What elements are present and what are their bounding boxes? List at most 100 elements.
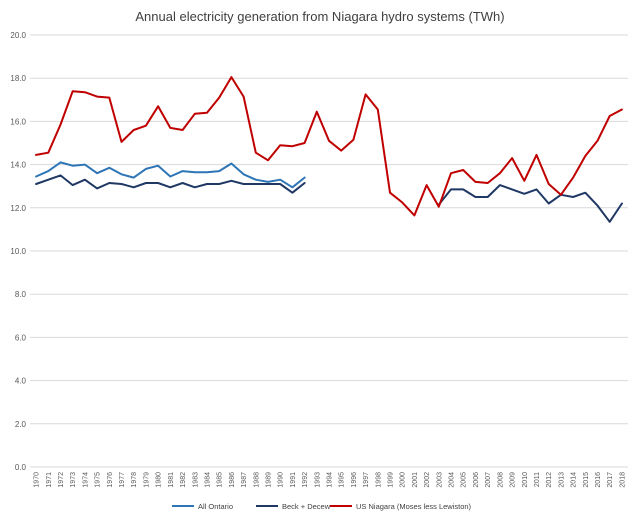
data-point [596, 140, 598, 142]
data-point [35, 154, 37, 156]
data-point [450, 188, 452, 190]
data-point [108, 182, 110, 184]
data-point [72, 184, 74, 186]
legend: All Ontario Beck + Decew US Niagara (Moses… [172, 502, 472, 511]
data-point [157, 165, 159, 167]
x-tick-label: 1974 [82, 472, 89, 488]
x-tick-label: 2008 [497, 472, 504, 488]
data-point [47, 152, 49, 154]
x-tick-label: 1979 [143, 472, 150, 488]
series-0 [35, 161, 306, 189]
data-point [121, 183, 123, 185]
data-point [304, 182, 306, 184]
y-tick-label: 6.0 [15, 333, 27, 342]
data-point [377, 109, 379, 111]
data-point [438, 206, 440, 208]
data-point [535, 188, 537, 190]
legend-item: Beck + Decew [256, 502, 331, 511]
y-tick-label: 14.0 [10, 161, 26, 170]
data-point [523, 193, 525, 195]
data-point [169, 127, 171, 129]
x-tick-label: 2016 [595, 472, 602, 488]
chart-title: Annual electricity generation from Niaga… [135, 9, 504, 24]
y-tick-label: 8.0 [15, 290, 27, 299]
data-point [121, 173, 123, 175]
data-point [279, 179, 281, 181]
x-tick-label: 1996 [351, 472, 358, 488]
x-tick-label: 2001 [412, 472, 419, 488]
data-point [157, 105, 159, 107]
data-point [194, 186, 196, 188]
x-tick-label: 1981 [168, 472, 175, 488]
x-tick-label: 2012 [546, 472, 553, 488]
data-point [145, 125, 147, 127]
data-point [572, 196, 574, 198]
data-point [96, 187, 98, 189]
data-point [60, 124, 62, 126]
x-tick-label: 1995 [339, 472, 346, 488]
legend-item: US Niagara (Moses less Lewiston) [330, 502, 472, 511]
data-point [182, 129, 184, 131]
data-point [499, 172, 501, 174]
data-point [487, 182, 489, 184]
x-tick-label: 2018 [619, 472, 626, 488]
data-point [267, 183, 269, 185]
data-point [352, 139, 354, 141]
data-point [328, 140, 330, 142]
x-tick-label: 1993 [314, 472, 321, 488]
data-point [584, 155, 586, 157]
data-point [487, 196, 489, 198]
x-tick-label: 2005 [461, 472, 468, 488]
x-tick-label: 1984 [204, 472, 211, 488]
x-tick-label: 2010 [522, 472, 529, 488]
legend-item: All Ontario [172, 502, 233, 511]
data-point [535, 154, 537, 156]
data-point [596, 205, 598, 207]
data-point [584, 192, 586, 194]
data-point [182, 182, 184, 184]
series-2 [35, 76, 623, 217]
data-point [84, 91, 86, 93]
x-tick-label: 1989 [265, 472, 272, 488]
data-point [230, 180, 232, 182]
x-tick-label: 2000 [400, 472, 407, 488]
series-line [437, 184, 623, 223]
data-point [194, 113, 196, 115]
gridlines [30, 34, 628, 468]
series-1 [35, 174, 623, 223]
data-point [60, 174, 62, 176]
series-lines [35, 76, 623, 223]
x-tick-label: 1980 [156, 472, 163, 488]
data-point [35, 183, 37, 185]
y-tick-label: 0.0 [15, 463, 27, 472]
x-tick-label: 1999 [388, 472, 395, 488]
x-tick-label: 1976 [107, 472, 114, 488]
data-point [243, 173, 245, 175]
series-line [35, 161, 306, 189]
data-point [108, 97, 110, 99]
x-tick-label: 2009 [510, 472, 517, 488]
x-tick-label: 1972 [58, 472, 65, 488]
data-point [548, 202, 550, 204]
data-point [267, 159, 269, 161]
legend-label: All Ontario [198, 502, 233, 511]
x-tick-label: 1986 [229, 472, 236, 488]
data-point [84, 179, 86, 181]
y-tick-label: 4.0 [15, 377, 27, 386]
data-point [523, 180, 525, 182]
x-tick-label: 1991 [290, 472, 297, 488]
x-tick-label: 2004 [449, 472, 456, 488]
data-point [560, 194, 562, 196]
data-point [267, 181, 269, 183]
data-point [230, 76, 232, 78]
x-axis-ticks: 1970 1971 1972 1973 1974 1975 1976 1977 1978 1979… [34, 472, 627, 488]
data-point [72, 90, 74, 92]
data-point [206, 112, 208, 114]
series-line [35, 174, 306, 194]
x-tick-label: 2011 [534, 472, 541, 487]
data-point [511, 188, 513, 190]
y-tick-label: 2.0 [15, 420, 27, 429]
data-point [291, 192, 293, 194]
data-point [499, 184, 501, 186]
data-point [108, 167, 110, 169]
